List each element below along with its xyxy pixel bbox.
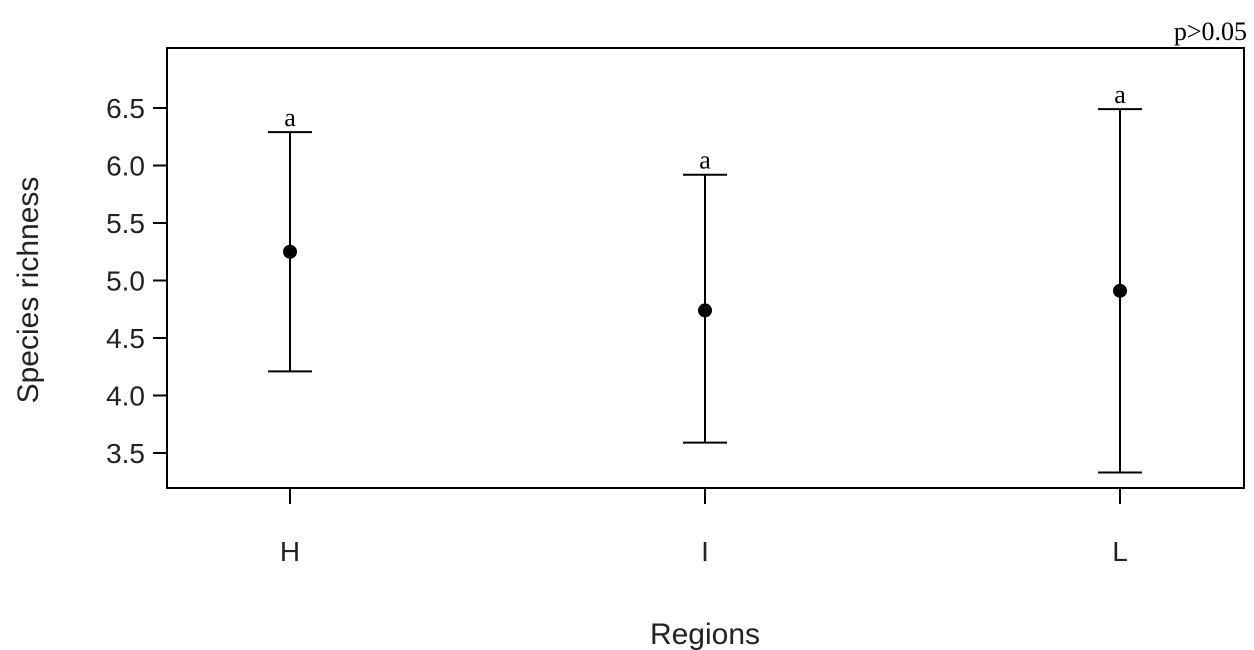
significance-letter: a xyxy=(284,103,296,132)
errorbar-L xyxy=(1098,108,1142,474)
x-axis-title: Regions xyxy=(650,618,760,650)
y-axis: 3.5 4.0 4.5 5.0 5.5 6.0 6.5 xyxy=(106,93,167,469)
y-tick-label: 5.0 xyxy=(106,266,145,297)
y-tick-label: 6.5 xyxy=(106,93,145,124)
significance-letters: a a a xyxy=(284,80,1126,175)
significance-letter: a xyxy=(1114,80,1126,109)
y-tick-label: 5.5 xyxy=(106,208,145,239)
errorbar-H xyxy=(268,131,312,373)
mean-point xyxy=(698,303,712,318)
significance-letter: a xyxy=(699,146,711,175)
y-tick-label: 4.0 xyxy=(106,381,145,412)
y-tick-label: 3.5 xyxy=(106,438,145,469)
x-tick-label: I xyxy=(701,536,709,567)
y-tick-label: 6.0 xyxy=(106,151,145,182)
errorbar-series xyxy=(268,108,1142,474)
errorbar-I xyxy=(683,173,727,444)
y-tick-label: 4.5 xyxy=(106,323,145,354)
mean-point xyxy=(1113,283,1127,298)
x-tick-label: H xyxy=(280,536,300,567)
y-axis-title: Species richness xyxy=(12,177,45,404)
p-value-annotation: p>0.05 xyxy=(1174,17,1247,46)
x-tick-label: L xyxy=(1112,536,1128,567)
mean-point xyxy=(283,244,297,259)
